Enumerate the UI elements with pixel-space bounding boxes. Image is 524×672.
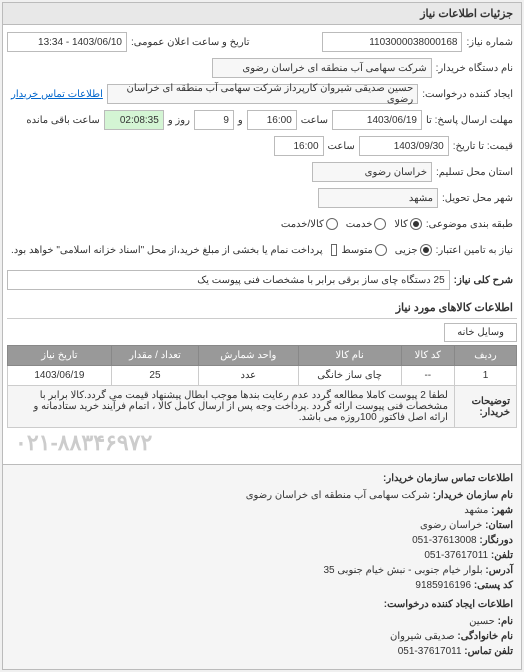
radio-goods[interactable] [410,218,422,230]
radio-both-label: کالا/خدمت [281,219,324,230]
c-city-label: شهر: [491,505,513,516]
watermark: ۰۲۱-۸۸۳۴۶۹۷۲ [7,428,517,458]
c-tel: 37617011-051 [424,550,488,561]
table-row: 1 -- چای ساز خانگی عدد 25 1403/06/19 [8,366,517,386]
c-name-label: نام: [498,616,513,627]
org-field: شرکت سهامی آب منطقه ای خراسان رضوی [212,58,432,78]
goods-table: ردیف کد کالا نام کالا واحد شمارش تعداد /… [7,345,517,428]
tab-bar: وسایل خانه [7,323,517,341]
col-qty: تعداد / مقدار [111,346,198,366]
panel-title: جزئیات اطلاعات نیاز [3,3,521,25]
radio-both[interactable] [326,218,338,230]
req-contact-title: اطلاعات ایجاد کننده درخواست: [11,599,513,610]
details-panel: جزئیات اطلاعات نیاز شماره نیاز: 11030000… [2,2,522,670]
remaining-label3: ساعت باقی مانده [22,115,103,126]
deadline-hour-label: ساعت [297,115,332,126]
col-date: تاریخ نیاز [8,346,112,366]
contact-title: اطلاعات تماس سازمان خریدار: [11,473,513,484]
cell-code: -- [401,366,454,386]
radio-goods-label: کالا [394,219,408,230]
note-label-cell: توضیحات خریدار: [454,386,516,428]
tab-home-goods[interactable]: وسایل خانه [444,323,517,342]
note-row: توضیحات خریدار: لطفا 2 پیوست کاملا مطالع… [8,386,517,428]
requester-field: حسین صدیقی شیروان کارپرداز شرکت سهامی آب… [107,84,418,104]
deadline-hour: 16:00 [247,110,297,130]
deadline-label: مهلت ارسال پاسخ: تا [422,115,517,126]
c-prov-label: استان: [485,520,513,531]
col-code: کد کالا [401,346,454,366]
c-org: شرکت سهامی آب منطقه ای خراسان رضوی [246,490,430,501]
cell-row: 1 [454,366,516,386]
budget-label: نیاز به تامین اعتبار: [432,245,517,256]
budget-checkbox[interactable] [331,244,338,256]
c-fax-label: دورنگار: [479,535,513,546]
radio-medium-label: متوسط [341,245,372,256]
budget-note: پرداخت نمام یا بخشی از مبلغ خرید،از محل … [7,245,327,256]
c-org-label: نام سازمان خریدار: [433,490,513,501]
c-tel-label: تلفن: [491,550,513,561]
city-label: شهر محل تحویل: [438,193,517,204]
c-prov: خراسان رضوی [420,520,482,531]
requester-label: ایجاد کننده درخواست: [418,89,517,100]
c-postal: 9185916196 [415,580,471,591]
radio-service-label: خدمت [346,219,373,230]
panel-body: شماره نیاز: 1103000038000168 تاریخ و ساع… [3,25,521,464]
remaining-time: 02:08:35 [104,110,164,130]
org-label: نام دستگاه خریدار: [432,63,517,74]
city-field: مشهد [318,188,438,208]
req-number-label: شماره نیاز: [462,37,517,48]
price-to-label: قیمت: تا تاریخ: [449,141,517,152]
price-hour-label: ساعت [324,141,359,152]
price-to-hour: 16:00 [274,136,324,156]
cell-unit: عدد [199,366,298,386]
province-field: خراسان رضوی [312,162,432,182]
c-postal-label: کد پستی: [474,580,513,591]
category-radio-group: کالا خدمت کالا/خدمت [281,218,422,230]
cell-qty: 25 [111,366,198,386]
c-tel2-label: تلفن تماس: [464,646,513,657]
c-family: صدیقی شیروان [390,631,455,642]
desc-label: شرح کلی نیاز: [450,275,517,286]
remaining-days: 9 [194,110,234,130]
radio-partial[interactable] [420,244,432,256]
contact-section: اطلاعات تماس سازمان خریدار: نام سازمان خ… [3,464,521,669]
budget-radio-group: جزیی متوسط [341,244,431,256]
deadline-date: 1403/06/19 [332,110,422,130]
c-addr-label: آدرس: [485,565,513,576]
col-row: ردیف [454,346,516,366]
announce-field: 1403/06/10 - 13:34 [7,32,127,52]
goods-section-title: اطلاعات کالاهای مورد نیاز [7,295,517,319]
note-label: توضیحات خریدار: [472,396,510,418]
col-name: نام کالا [298,346,401,366]
announce-label: تاریخ و ساعت اعلان عمومی: [127,37,254,48]
col-unit: واحد شمارش [199,346,298,366]
req-number-field: 1103000038000168 [322,32,462,52]
c-name: حسین [469,616,495,627]
cell-name: چای ساز خانگی [298,366,401,386]
province-label: استان محل تسلیم: [432,167,517,178]
contact-link[interactable]: اطلاعات تماس خریدار [7,89,107,100]
desc-field: 25 دستگاه چای ساز برقی برابر با مشخصات ف… [7,270,450,290]
c-family-label: نام خانوادگی: [457,631,513,642]
price-to-date: 1403/09/30 [359,136,449,156]
remaining-days-label: و [234,115,247,126]
c-city: مشهد [464,505,488,516]
remaining-label2: روز و [164,115,194,126]
c-addr: بلوار خیام جنوبی - نبش خیام جنوبی 35 [323,565,482,576]
c-fax: 37613008-051 [412,535,477,546]
radio-partial-label: جزیی [395,245,418,256]
package-label: طبقه بندی موضوعی: [422,219,517,230]
radio-service[interactable] [374,218,386,230]
c-tel2: 37617011-051 [398,646,462,657]
note-text: لطفا 2 پیوست کاملا مطالعه گردد عدم رعایت… [8,386,455,428]
radio-medium[interactable] [375,244,387,256]
cell-date: 1403/06/19 [8,366,112,386]
